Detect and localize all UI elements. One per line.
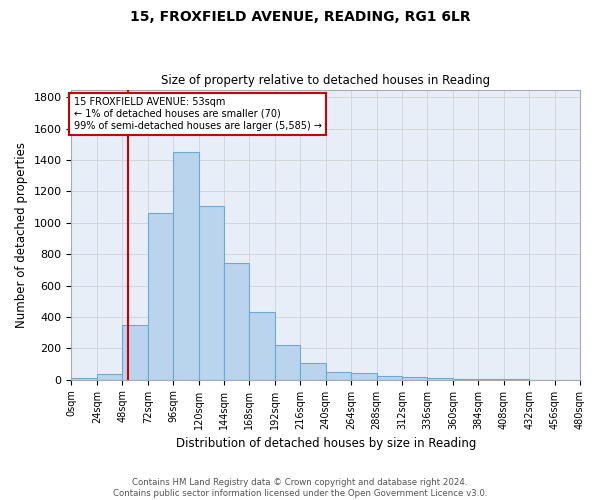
Text: 15, FROXFIELD AVENUE, READING, RG1 6LR: 15, FROXFIELD AVENUE, READING, RG1 6LR — [130, 10, 470, 24]
Bar — [453, 379, 478, 380]
Bar — [71, 378, 97, 380]
Bar — [97, 374, 122, 380]
Text: Contains HM Land Registry data © Crown copyright and database right 2024.
Contai: Contains HM Land Registry data © Crown c… — [113, 478, 487, 498]
Bar — [275, 345, 300, 380]
Bar — [250, 312, 275, 380]
Bar — [300, 363, 326, 380]
Bar — [224, 263, 250, 380]
Bar — [377, 376, 402, 380]
Bar — [199, 206, 224, 380]
Bar — [351, 374, 377, 380]
Title: Size of property relative to detached houses in Reading: Size of property relative to detached ho… — [161, 74, 490, 87]
Bar — [326, 372, 351, 380]
Bar — [427, 378, 453, 380]
Y-axis label: Number of detached properties: Number of detached properties — [15, 142, 28, 328]
Bar — [173, 152, 199, 380]
Bar — [148, 214, 173, 380]
X-axis label: Distribution of detached houses by size in Reading: Distribution of detached houses by size … — [176, 437, 476, 450]
Text: 15 FROXFIELD AVENUE: 53sqm
← 1% of detached houses are smaller (70)
99% of semi-: 15 FROXFIELD AVENUE: 53sqm ← 1% of detac… — [74, 98, 322, 130]
Bar — [122, 325, 148, 380]
Bar — [402, 376, 427, 380]
